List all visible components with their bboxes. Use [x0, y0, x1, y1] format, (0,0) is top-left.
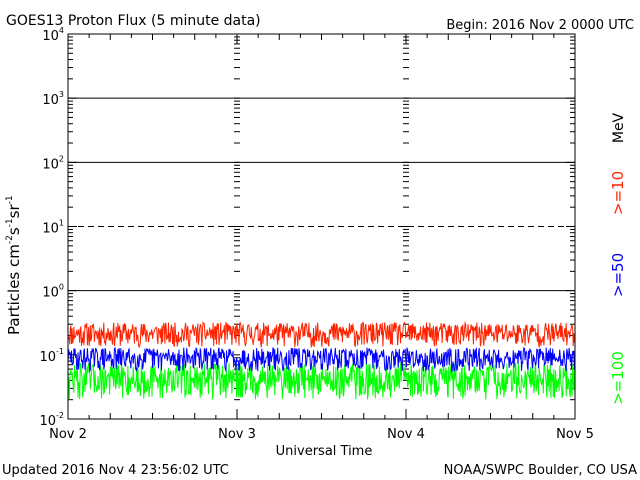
- y-tick-label: 10-1: [39, 347, 64, 365]
- chart-title: GOES13 Proton Flux (5 minute data): [6, 13, 261, 29]
- x-axis-title: Universal Time: [276, 444, 373, 459]
- legend-label: >=50: [609, 253, 627, 297]
- x-tick-labels: Nov 2 Nov 3 Nov 4 Nov 5: [49, 427, 594, 442]
- legend-label: >=10: [609, 171, 627, 215]
- x-tick-label: Nov 5: [556, 427, 594, 442]
- y-tick-label: 102: [42, 154, 64, 172]
- legend-label: >=100: [609, 351, 627, 405]
- x-tick-label: Nov 4: [387, 427, 425, 442]
- y-tick-label: 101: [42, 219, 64, 237]
- source-credit: NOAA/SWPC Boulder, CO USA: [444, 463, 637, 478]
- x-tick-label: Nov 2: [49, 427, 87, 442]
- series-layer: [67, 320, 576, 400]
- y-tick-label: 100: [42, 283, 64, 301]
- updated-timestamp: Updated 2016 Nov 4 23:56:02 UTC: [2, 463, 229, 478]
- plot-frame: [67, 33, 576, 420]
- legend: MeV >=10 >=50 >=100: [609, 112, 627, 404]
- series-line-10: [67, 320, 576, 348]
- begin-label: Begin: 2016 Nov 2 0000 UTC: [446, 18, 634, 33]
- legend-unit: MeV: [611, 112, 627, 143]
- y-axis-title: Particles cm-2s-1sr-1: [5, 195, 23, 335]
- y-tick-label: 103: [42, 90, 64, 108]
- series-line-50: [67, 346, 576, 373]
- y-tick-label: 10-2: [39, 411, 64, 429]
- y-tick-label: 104: [42, 26, 64, 44]
- y-tick-labels: 104 103 102 101 100 10-1 10-2: [39, 26, 64, 429]
- x-tick-label: Nov 3: [218, 427, 256, 442]
- series-line-100: [67, 362, 576, 400]
